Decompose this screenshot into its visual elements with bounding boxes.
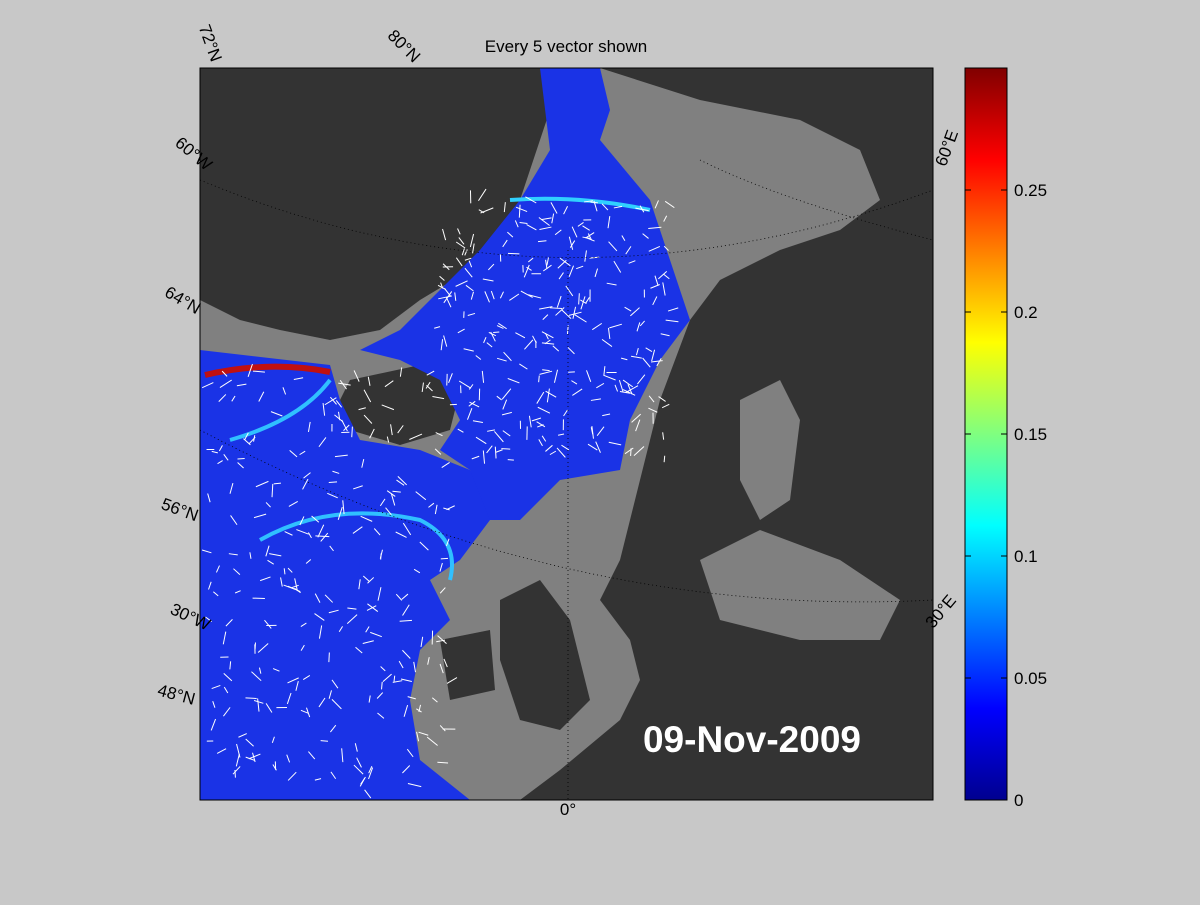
colorbar-tick-label: 0 (1014, 791, 1023, 810)
colorbar-tick-label: 0.2 (1014, 303, 1038, 322)
vector (508, 460, 514, 461)
vector (539, 376, 540, 383)
colorbar-tick-label: 0.1 (1014, 547, 1038, 566)
ireland (440, 630, 495, 700)
vector (352, 427, 353, 438)
vector (664, 456, 665, 462)
colorbar-tick-label: 0.05 (1014, 669, 1047, 688)
vector (245, 698, 256, 699)
vector (508, 253, 519, 254)
title: Every 5 vector shown (485, 37, 648, 56)
colorbar (965, 68, 1007, 800)
vector (550, 308, 562, 309)
date-label: 09-Nov-2009 (643, 719, 861, 760)
vector (235, 770, 236, 778)
vector (579, 293, 580, 304)
vector (382, 682, 383, 689)
graticule-label: 0° (560, 800, 576, 819)
map (200, 68, 933, 800)
colorbar-tick-label: 0.15 (1014, 425, 1047, 444)
vector (321, 741, 328, 742)
colorbar-tick-label: 0.25 (1014, 181, 1047, 200)
vector (329, 482, 337, 483)
